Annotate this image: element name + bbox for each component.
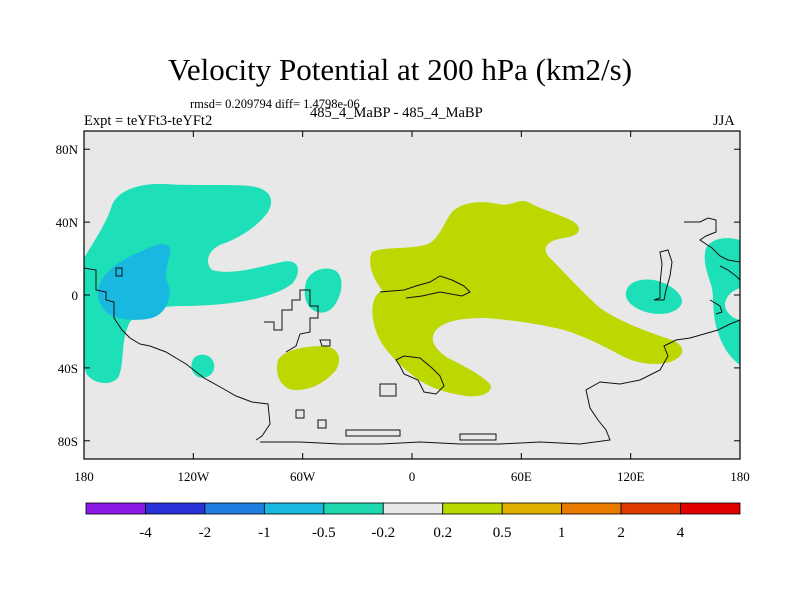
colorbar-label: -2 <box>199 525 212 541</box>
colorbar-swatch <box>501 502 563 515</box>
colorbar-swatch <box>561 502 622 515</box>
colorbar-label: -0.5 <box>312 525 336 541</box>
colorbar-swatch <box>442 502 503 515</box>
anomaly-fills <box>84 183 740 397</box>
negative-blob-south-pacific <box>191 354 215 378</box>
case-label: 485_4_MaBP - 485_4_MaBP <box>310 105 483 121</box>
colorbar-label: 2 <box>617 525 625 541</box>
colorbar-swatch <box>620 502 681 515</box>
colorbar-swatch <box>85 502 146 515</box>
lon-tick-label: 180 <box>74 469 94 484</box>
colorbar-label: 0.2 <box>433 525 452 541</box>
colorbar-label: 4 <box>677 525 685 541</box>
lon-tick-label: 60W <box>290 469 316 484</box>
positive-blob-south-atlantic <box>276 346 340 390</box>
colorbar-swatch <box>204 502 265 515</box>
negative-blob-south-america <box>304 268 342 313</box>
lon-tick-label: 120W <box>177 469 210 484</box>
lat-tick-label: 80S <box>58 434 78 449</box>
lon-tick-label: 120E <box>617 469 645 484</box>
colorbar-swatch <box>145 502 206 515</box>
latitude-axis: 80N 40N 0 40S 80S <box>56 142 740 449</box>
colorbar-label: -4 <box>139 525 152 541</box>
longitude-axis: 180 120W 60W 0 60E 120E 180 <box>74 131 750 484</box>
colorbar-swatch <box>382 502 444 515</box>
coastlines <box>83 217 741 445</box>
colorbar-swatch <box>323 502 384 515</box>
negative-region-pacific <box>84 183 298 384</box>
colorbar-label: -1 <box>258 525 271 541</box>
lon-tick-label: 0 <box>409 469 416 484</box>
colorbar-label: -0.2 <box>371 525 395 541</box>
negative-blob-west-pacific <box>625 279 682 314</box>
colorbar-swatch <box>680 502 741 515</box>
lat-tick-label: 0 <box>72 288 79 303</box>
lon-tick-label: 180 <box>730 469 750 484</box>
experiment-label: Expt = teYFt3-teYFt2 <box>84 113 213 129</box>
colorbar-label: 1 <box>558 525 566 541</box>
stats-label: rmsd= 0.209794 diff= 1.4798e-06 <box>190 97 360 111</box>
lat-tick-label: 80N <box>56 142 79 157</box>
season-label: JJA <box>713 113 735 129</box>
chart-title: Velocity Potential at 200 hPa (km2/s) <box>167 52 633 87</box>
colorbar <box>85 502 741 515</box>
negative-region-dateline <box>704 238 740 365</box>
lon-tick-label: 60E <box>511 469 532 484</box>
colorbar-label: 0.5 <box>493 525 512 541</box>
colorbar-swatch <box>263 502 325 515</box>
colorbar-labels: -4 -2 -1 -0.5 -0.2 0.2 0.5 1 2 4 <box>139 525 685 541</box>
negative-core-pacific <box>97 244 171 320</box>
lat-tick-label: 40S <box>58 361 78 376</box>
lat-tick-label: 40N <box>56 215 79 230</box>
positive-region-asia-indian-ocean <box>370 200 683 397</box>
